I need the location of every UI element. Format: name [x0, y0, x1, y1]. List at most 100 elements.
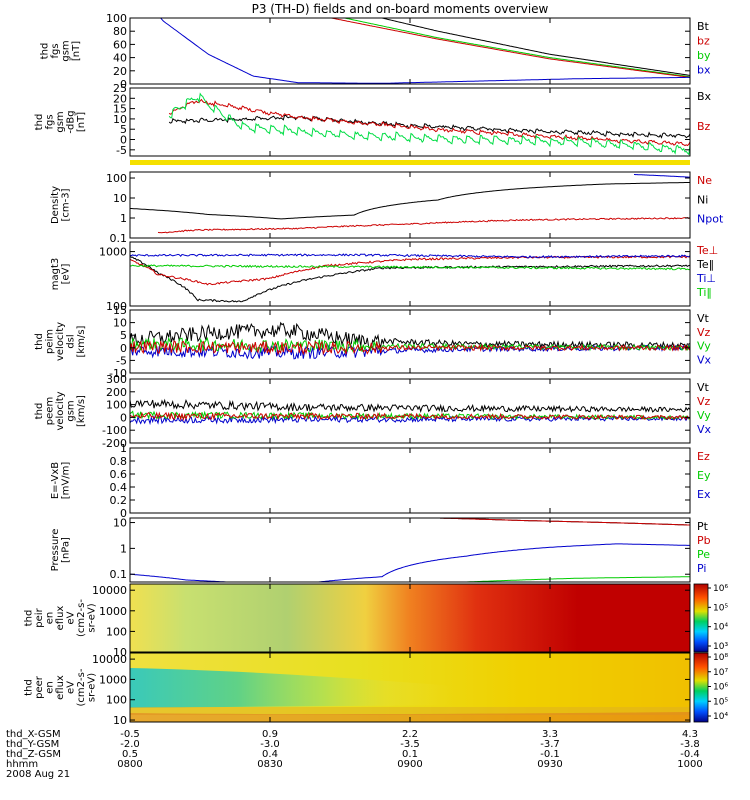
- series-bz: [168, 98, 690, 147]
- y-axis-label-line: eflux: [55, 675, 66, 700]
- series-vt: [130, 398, 690, 414]
- orbit-value: 4.3: [682, 729, 698, 740]
- y-tick-label: 80: [113, 25, 127, 38]
- y-axis-label-line: velocity: [55, 322, 66, 361]
- legend-entry: Vx: [697, 353, 712, 366]
- orbit-value: 0830: [257, 759, 282, 770]
- panel-plot-area: [130, 321, 690, 360]
- series-ti-perp: [130, 253, 690, 259]
- y-axis-label: thd peer en eflux eV (cm2-s-sr-eV): [24, 668, 98, 706]
- y-tick-label: 0.1: [110, 568, 128, 581]
- y-axis-label-line: sr-eV): [87, 603, 98, 632]
- spectrogram-fill: [130, 584, 690, 652]
- y-axis-label-line: en: [45, 681, 56, 694]
- series-bt: [379, 18, 690, 76]
- y-axis-label-line: dsl: [66, 334, 77, 348]
- series-vt: [130, 321, 690, 350]
- y-axis-label-line: fgs: [45, 114, 56, 129]
- y-tick-label: 1000: [99, 605, 127, 618]
- legend-entry: Vz: [697, 326, 711, 339]
- orbit-value: 0.5: [122, 749, 138, 760]
- series-pb: [438, 518, 690, 526]
- orbit-value: -3.5: [400, 739, 420, 750]
- panel-temperature: 100 1000 magt3 [eV] Te⊥Te‖Ti⊥Ti‖: [50, 241, 718, 313]
- y-tick-label: 100: [106, 172, 127, 185]
- colorbar-tick-label: 10⁶: [713, 683, 728, 693]
- y-axis-label-line: -dBg: [66, 110, 77, 133]
- legend-entry: bz: [697, 35, 710, 48]
- panel-plot-area: [130, 253, 690, 303]
- orbit-row-label: thd_X-GSM: [6, 729, 61, 740]
- legend-entry: bx: [697, 64, 711, 77]
- orbit-value: 0900: [397, 759, 422, 770]
- y-axis-label-line: magt3: [50, 258, 61, 291]
- series-ni: [130, 182, 690, 220]
- y-axis-label: Pressure [nPa]: [50, 529, 72, 572]
- orbit-table: thd_X-GSM -0.5 0.9 2.2 3.3 4.3 thd_Y-GSM -2.0 -3…: [6, 729, 703, 780]
- legend-entry: Te⊥: [696, 244, 718, 257]
- legend-entry: Pi: [697, 562, 706, 575]
- y-tick-label: 100: [106, 399, 127, 412]
- y-tick-label: 40: [113, 52, 127, 65]
- y-tick-label: 10: [113, 113, 127, 126]
- y-axis-label-line: eV: [66, 611, 77, 624]
- orbit-value: -3.8: [680, 739, 700, 750]
- y-tick-label: 0.8: [110, 455, 128, 468]
- colorbar: [693, 583, 709, 653]
- orbit-row-label: thd_Z-GSM: [6, 749, 61, 760]
- orbit-value: -3.7: [540, 739, 560, 750]
- y-tick-label: 300: [106, 373, 127, 386]
- colorbar-tick-label: 10⁵: [713, 697, 728, 707]
- panel-plot-area: [130, 584, 690, 652]
- y-tick-label: -5: [116, 144, 127, 157]
- y-tick-label: 15: [113, 304, 127, 317]
- series-te-perp: [130, 255, 690, 286]
- y-tick-label: 5: [120, 123, 127, 136]
- legend-entry: Ex: [697, 488, 711, 501]
- legend-entry: Pb: [697, 534, 711, 547]
- y-axis-label: Density [cm-3]: [50, 186, 72, 224]
- y-tick-label: 200: [106, 386, 127, 399]
- legend-entry: Bx: [697, 90, 712, 103]
- legend-entry: Ez: [697, 450, 710, 463]
- colorbar-tick-label: 10⁴: [713, 623, 728, 633]
- legend-entry: Vx: [697, 423, 712, 436]
- y-axis-label: thd fgs gsm -dBg [nT]: [34, 110, 87, 133]
- y-axis-label-line: gsm: [66, 400, 77, 421]
- colorbar-tick-label: 10⁸: [713, 653, 728, 663]
- y-axis-label-line: fgs: [50, 43, 61, 58]
- y-axis-label-line: [nT]: [71, 41, 82, 61]
- colorbar-tick-label: 10⁷: [713, 668, 728, 678]
- legend-entry: Npot: [697, 213, 724, 226]
- orbit-value: -0.1: [540, 749, 560, 760]
- y-tick-label: 25: [113, 82, 127, 95]
- quality-flag-bar: [130, 160, 690, 165]
- orbit-value: -3.0: [260, 739, 280, 750]
- y-tick-label: 10: [113, 192, 127, 205]
- legend-entry: Vy: [697, 340, 711, 353]
- legend-entry: Ey: [697, 469, 711, 482]
- y-tick-label: 20: [113, 65, 127, 78]
- y-axis-label-line: Density: [50, 186, 61, 224]
- panel-plot-area: [130, 653, 690, 722]
- y-tick-label: 10000: [92, 584, 127, 597]
- y-axis-label-line: [mV/m]: [60, 462, 71, 500]
- y-axis-label-line: gsm: [60, 40, 71, 61]
- y-tick-label: 0: [120, 342, 127, 355]
- y-tick-label: 0: [120, 411, 127, 424]
- y-axis-label-line: eflux: [55, 606, 66, 631]
- y-tick-label: 1000: [99, 246, 127, 259]
- panel-frame: [129, 517, 691, 583]
- orbit-value: 1000: [677, 759, 702, 770]
- panel-peer-spec: 10⁴ 10⁵ 10⁶ 10⁷ 10⁸ 10 100 1000 10000 thd peer en ef…: [24, 652, 728, 727]
- y-tick-label: 15: [113, 103, 127, 116]
- legend-entry: Te‖: [696, 258, 714, 271]
- series-bx: [168, 114, 690, 139]
- y-axis-label-line: en: [45, 612, 56, 625]
- y-tick-label: 100: [106, 694, 127, 707]
- legend-entry: Ni: [697, 193, 708, 206]
- series-vz: [130, 340, 690, 356]
